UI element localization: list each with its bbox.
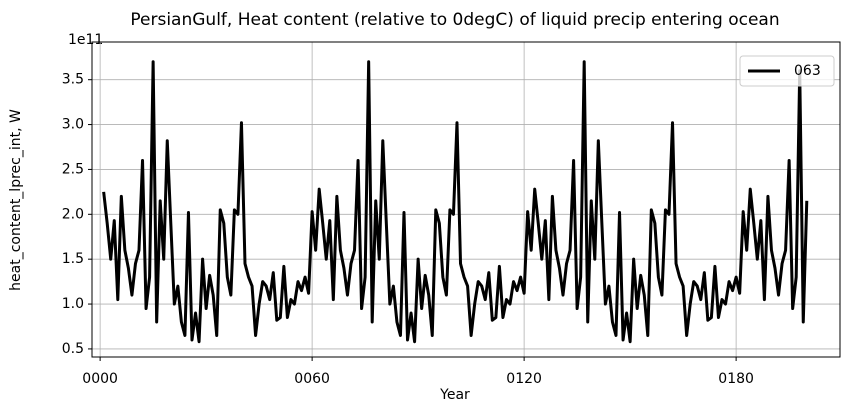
x-axis-label: Year [439,387,470,403]
y-tick-label: 1.0 [62,296,84,312]
y-tick-label: 2.5 [62,161,84,177]
legend-label: 063 [794,63,821,79]
chart-title: PersianGulf, Heat content (relative to 0… [130,10,779,30]
x-tick-label: 0060 [294,371,330,387]
y-tick-label: 0.5 [62,341,84,357]
x-tick-label: 0180 [718,371,754,387]
plot-frame [91,41,841,358]
x-tick-label: 0000 [82,371,118,387]
legend-box [739,55,835,87]
x-tick-label: 0120 [506,371,542,387]
line [102,60,809,344]
y-offset-label: 1e11 [68,32,103,48]
y-tick-label: 1.5 [62,251,84,267]
y-tick-label: 3.0 [62,117,84,133]
y-tick-label: 2.0 [62,206,84,222]
y-tick-label: 3.5 [62,72,84,88]
y-axis-label: heat_content_lprec_int, W [8,109,24,291]
